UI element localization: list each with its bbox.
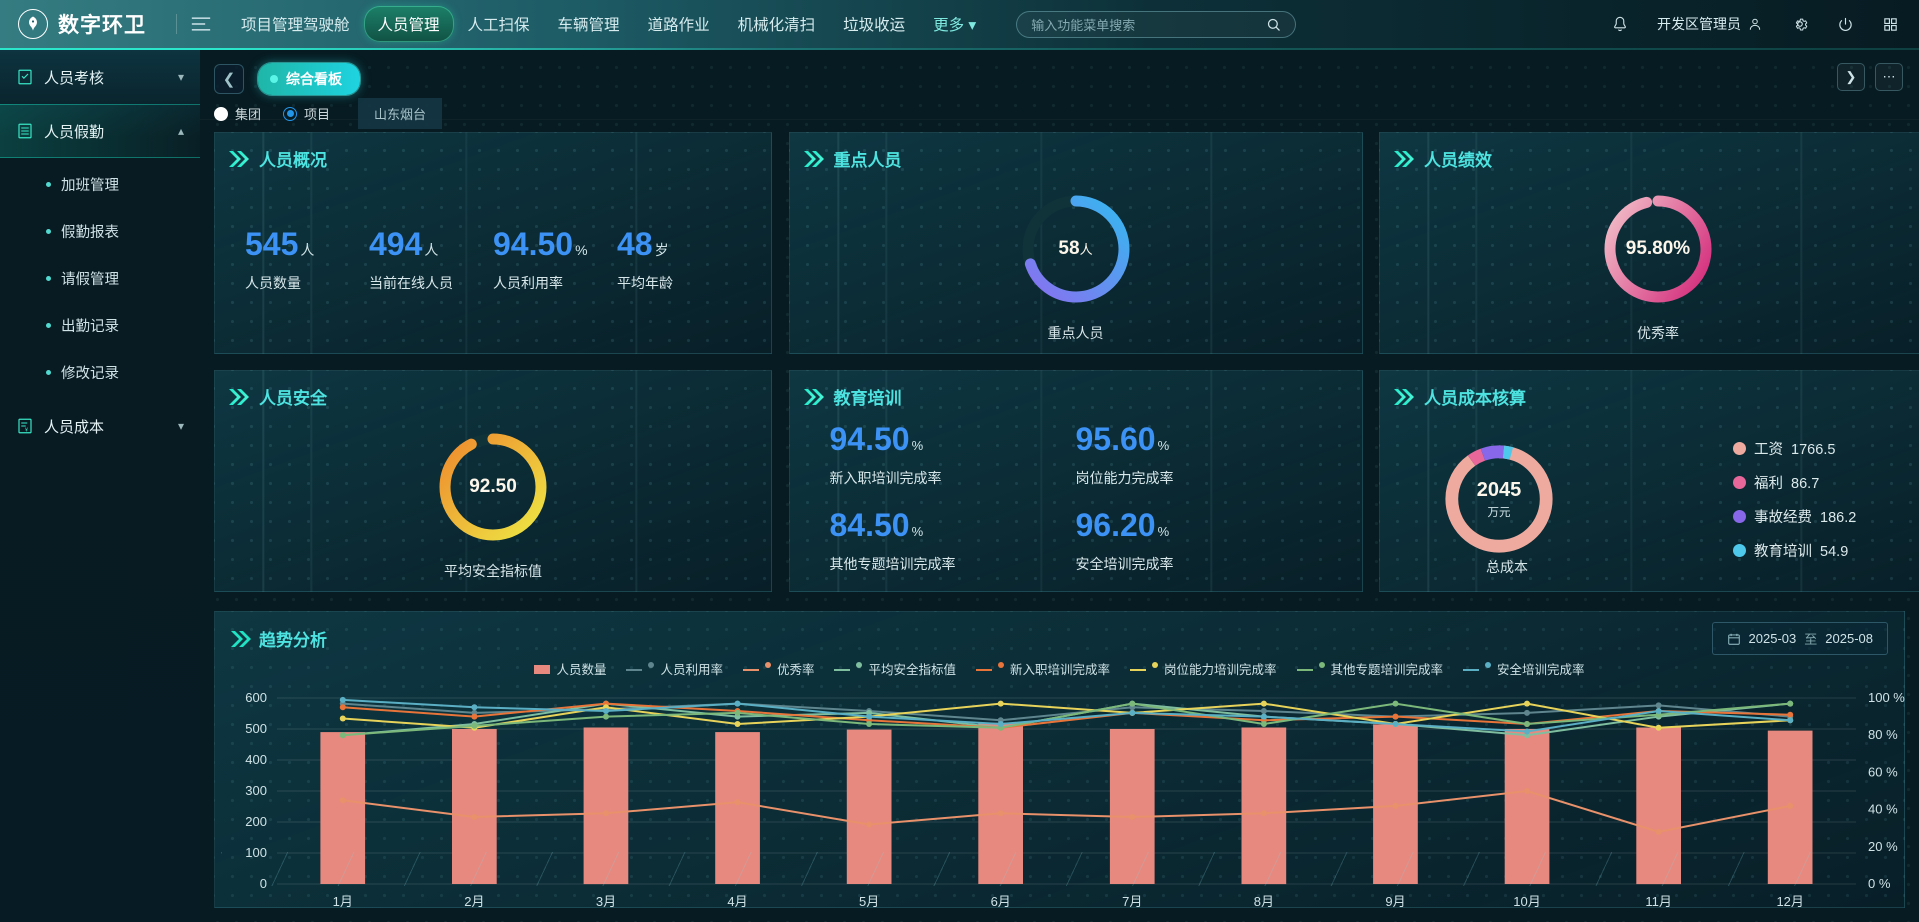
- svg-text:100: 100: [245, 845, 267, 860]
- svg-text:100 %: 100 %: [1868, 690, 1905, 705]
- svg-text:12月: 12月: [1776, 894, 1803, 909]
- svg-text:6月: 6月: [991, 894, 1011, 909]
- svg-text:200: 200: [245, 814, 267, 829]
- svg-text:300: 300: [245, 783, 267, 798]
- svg-text:0: 0: [260, 876, 267, 891]
- svg-text:0 %: 0 %: [1868, 876, 1891, 891]
- svg-text:3月: 3月: [596, 894, 616, 909]
- svg-text:8月: 8月: [1254, 894, 1274, 909]
- svg-text:40 %: 40 %: [1868, 802, 1898, 817]
- svg-text:11月: 11月: [1645, 894, 1672, 909]
- svg-text:9月: 9月: [1385, 894, 1405, 909]
- svg-text:20 %: 20 %: [1868, 839, 1898, 854]
- svg-text:60 %: 60 %: [1868, 764, 1898, 779]
- svg-text:500: 500: [245, 721, 267, 736]
- svg-text:¥: ¥: [25, 427, 28, 433]
- svg-text:7月: 7月: [1122, 894, 1142, 909]
- svg-text:2月: 2月: [464, 894, 484, 909]
- svg-text:80 %: 80 %: [1868, 727, 1898, 742]
- svg-text:600: 600: [245, 690, 267, 705]
- svg-text:4月: 4月: [727, 894, 747, 909]
- svg-text:400: 400: [245, 752, 267, 767]
- svg-text:5月: 5月: [859, 894, 879, 909]
- svg-text:10月: 10月: [1513, 894, 1540, 909]
- svg-text:1月: 1月: [333, 894, 353, 909]
